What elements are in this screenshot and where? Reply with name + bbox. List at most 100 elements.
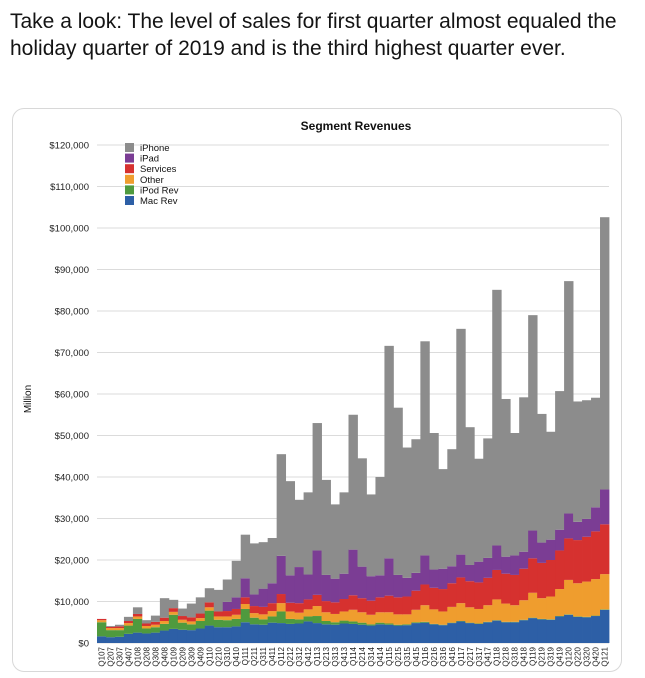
bar-segment-mac-rev <box>330 624 340 643</box>
x-tick-label: Q307 <box>115 646 124 666</box>
x-tick-label: Q414 <box>376 646 385 666</box>
bar-segment-services <box>411 590 421 610</box>
bar-segment-mac-rev <box>294 623 304 643</box>
bar-segment-other <box>294 612 304 620</box>
bar-segment-mac-rev <box>132 632 143 643</box>
chart-card[interactable]: $0 $10,000 $20,000 $30,000 $40,000 $50,000 $60… <box>12 108 622 672</box>
bar-segment-services <box>105 626 116 629</box>
bar-segment-ipod-rev <box>132 618 143 633</box>
y-tick-label: $30,000 <box>55 514 89 525</box>
bar-segment-ipod-rev <box>123 625 134 634</box>
legend-label: iPhone <box>140 143 170 154</box>
y-axis-ticks: $0 $10,000 $20,000 $30,000 $40,000 $50,000 $60… <box>49 141 89 650</box>
bar-segment-ipod-rev <box>150 627 161 633</box>
bar-segment-iphone <box>105 625 116 627</box>
bar-segment-mac-rev <box>465 623 475 643</box>
bar-segment-mac-rev <box>249 624 260 643</box>
bar-segment-ipod-rev <box>159 623 170 631</box>
bar-segment-other <box>492 599 502 621</box>
bar-segment-ipad <box>546 539 556 560</box>
legend-label: iPod Rev <box>140 185 179 196</box>
x-tick-label: Q119 <box>529 646 538 666</box>
bar-segment-iphone <box>123 616 134 622</box>
bar-segment-iphone <box>186 603 197 618</box>
bar-segment-iphone <box>312 423 322 551</box>
x-tick-label: Q312 <box>295 646 304 666</box>
bar-segment-other <box>177 619 188 623</box>
bar-segment-services <box>294 603 304 613</box>
bar-segment-ipad <box>258 588 269 607</box>
bar-segment-services <box>222 611 233 617</box>
bar-segment-mac-rev <box>195 628 206 643</box>
x-tick-label: Q120 <box>565 646 574 666</box>
bar-segment-ipad <box>564 513 574 539</box>
x-tick-label: Q319 <box>547 646 556 666</box>
bar-segment-other <box>573 583 583 617</box>
bar-segment-mac-rev <box>528 618 538 643</box>
x-tick-label: Q316 <box>439 646 448 666</box>
bar-segment-services <box>501 573 511 604</box>
bar-segment-services <box>97 618 107 621</box>
x-tick-label: Q118 <box>493 646 502 666</box>
bar-segment-other <box>501 603 511 622</box>
bar-segment-iphone <box>285 481 296 576</box>
bar-segment-mac-rev <box>456 621 466 643</box>
bar-segment-mac-rev <box>537 619 547 643</box>
bar-segment-iphone <box>366 494 376 577</box>
bar-segment-other <box>438 611 448 625</box>
x-tick-label: Q111 <box>241 646 250 665</box>
bar-segment-ipod-rev <box>195 621 206 629</box>
bar-segment-mac-rev <box>375 624 385 643</box>
bar-segment-mac-rev <box>339 623 349 643</box>
bar-segment-iphone <box>348 414 358 550</box>
bar-segment-services <box>249 606 260 614</box>
bar-segment-ipad <box>492 545 502 570</box>
bar-segment-iphone <box>141 620 152 624</box>
bar-segment-ipad <box>519 551 529 569</box>
bar-segment-services <box>123 621 134 624</box>
x-tick-label: Q419 <box>556 646 565 666</box>
bar-segment-iphone <box>303 492 313 575</box>
bar-segment-mac-rev <box>105 637 116 643</box>
legend-label: iPad <box>140 154 159 165</box>
bar-segment-services <box>204 602 215 608</box>
bar-segment-iphone <box>492 289 502 546</box>
bar-segment-mac-rev <box>483 622 493 643</box>
bar-segment-other <box>240 603 251 609</box>
bar-segment-ipad <box>591 507 601 532</box>
chart-title: Segment Revenues <box>301 119 412 133</box>
bar-segment-other <box>132 616 143 619</box>
x-tick-label: Q407 <box>124 646 133 666</box>
bar-segment-other <box>420 605 430 622</box>
bar-segment-mac-rev <box>447 623 457 643</box>
bar-segment-ipad <box>555 529 565 551</box>
bar-segment-ipod-rev <box>267 616 278 623</box>
bar-segment-services <box>150 621 161 625</box>
bar-segment-iphone <box>375 477 385 576</box>
bar-segment-ipad <box>483 557 493 578</box>
bar-segment-other <box>582 581 592 617</box>
x-tick-label: Q210 <box>214 646 223 666</box>
bar-segment-services <box>267 603 278 612</box>
bar-segment-services <box>348 595 358 610</box>
bar-segment-iphone <box>213 589 224 612</box>
bar-segment-services <box>168 608 179 612</box>
tweet-text: Take a look: The level of sales for firs… <box>10 10 617 60</box>
y-tick-label: $100,000 <box>49 224 89 235</box>
bar-segment-iphone <box>240 534 251 579</box>
bar-segment-other <box>348 609 358 622</box>
x-tick-label: Q112 <box>277 646 286 666</box>
bar-segment-ipod-rev <box>105 630 116 638</box>
bar-segment-iphone <box>456 328 466 555</box>
bar-segment-services <box>366 600 376 615</box>
bar-segment-services <box>285 602 296 612</box>
bar-segment-ipod-rev <box>339 620 349 624</box>
bar-segment-mac-rev <box>258 624 269 643</box>
bar-segment-iphone <box>393 407 403 575</box>
x-tick-label: Q110 <box>205 646 214 666</box>
bar-segment-mac-rev <box>123 633 134 643</box>
bar-segment-services <box>420 584 430 606</box>
bar-segment-ipod-rev <box>141 628 152 634</box>
bar-segment-iphone <box>510 433 520 556</box>
